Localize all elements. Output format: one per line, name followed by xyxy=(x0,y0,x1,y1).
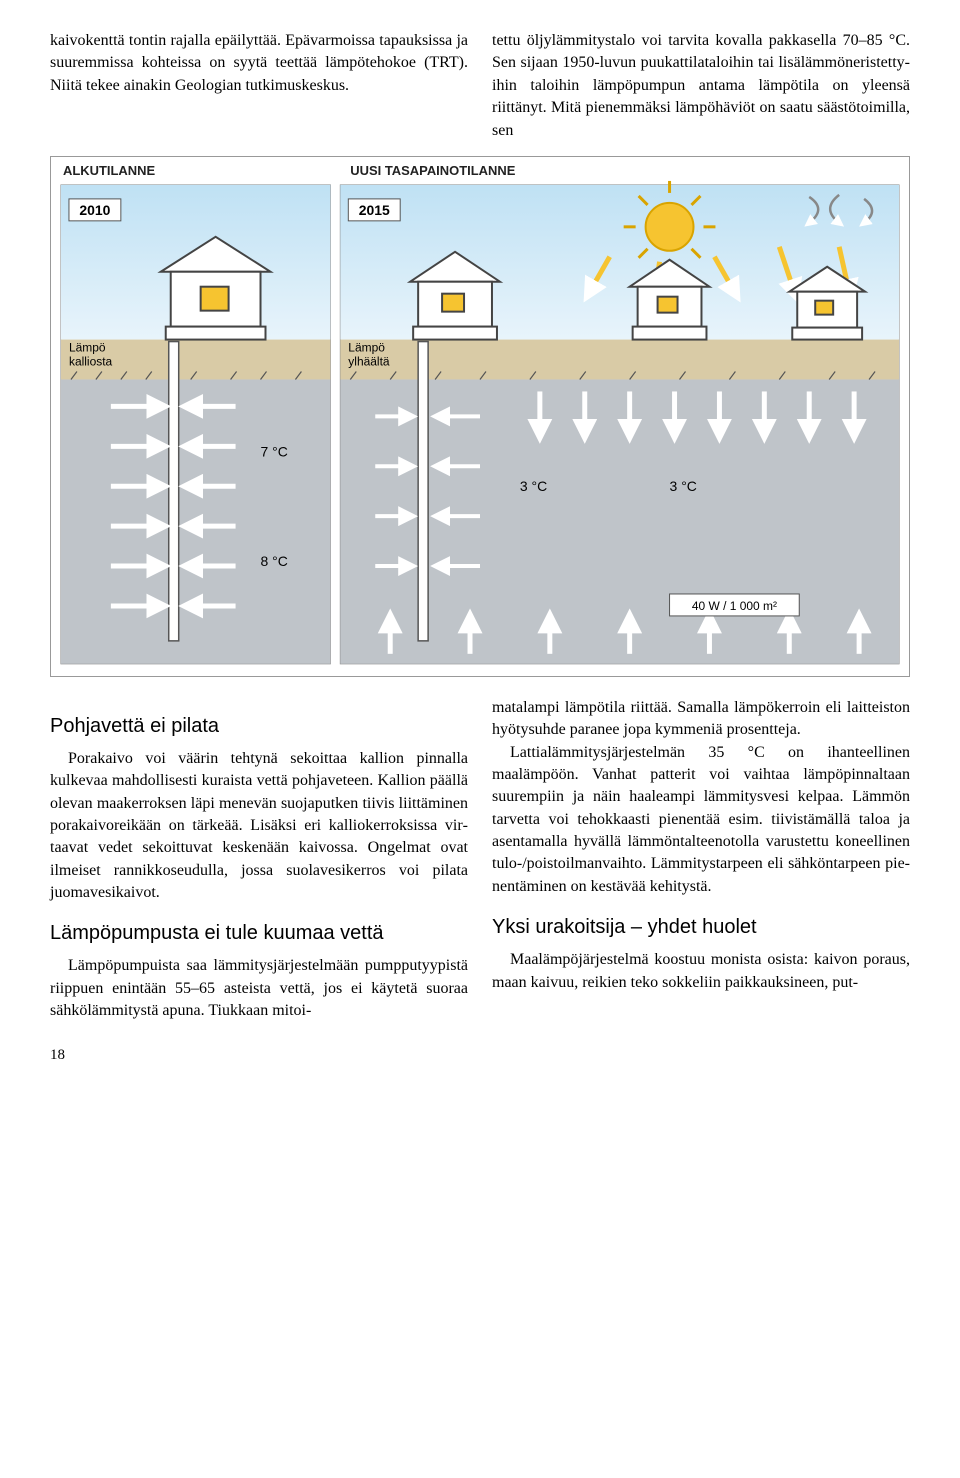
label-lampo-kalliosta-2: kalliosta xyxy=(69,354,113,368)
borehole-2010 xyxy=(169,342,179,641)
label-3c-a: 3 °C xyxy=(520,478,547,494)
subhead-urakoitsija: Yksi urakoitsija – yhdet huolet xyxy=(492,916,910,939)
label-2015: 2015 xyxy=(359,202,390,218)
label-alkutilanne: ALKUTILANNE xyxy=(63,163,155,178)
para-urakoitsija: Maalämpöjärjestelmä koostuu monista osis… xyxy=(492,949,910,994)
subhead-pohjavetta: Pohjavettä ei pilata xyxy=(50,715,468,738)
para-pohjavetta: Porakaivo voi väärin tehtynä sekoit­taa … xyxy=(50,748,468,905)
top-right-paragraph: tettu öljylämmitystalo voi tarvita koval… xyxy=(492,30,910,142)
bottom-right-column: matalampi lämpötila riittää. Samalla läm… xyxy=(492,697,910,1023)
para-lampopumpusta: Lämpöpumpuista saa lämmitysjärjestel­mää… xyxy=(50,955,468,1022)
label-7c: 7 °C xyxy=(261,443,288,459)
label-3c-b: 3 °C xyxy=(670,478,697,494)
bottom-columns: Pohjavettä ei pilata Porakaivo voi vääri… xyxy=(50,697,910,1023)
top-left-column: kaivokenttä tontin rajalla epäilyttää. E… xyxy=(50,30,468,142)
label-8c: 8 °C xyxy=(261,553,288,569)
top-right-column: tettu öljylämmitystalo voi tarvita koval… xyxy=(492,30,910,142)
label-lampo-ylhaalta-1: Lämpö xyxy=(348,340,385,354)
para-lattialammitys: Lattialämmitysjärjestelmän 35 °C on ihan… xyxy=(492,742,910,899)
bottom-left-column: Pohjavettä ei pilata Porakaivo voi vääri… xyxy=(50,697,468,1023)
label-uusi: UUSI TASAPAINOTILANNE xyxy=(350,163,515,178)
left-panel: 2010 7 °C 8 °C Lämpö xyxy=(61,185,330,664)
diagram-svg: ALKUTILANNE UUSI TASAPAINOTILANNE 2010 xyxy=(51,157,909,676)
top-left-paragraph: kaivokenttä tontin rajalla epäilyttää. E… xyxy=(50,30,468,97)
label-2010: 2010 xyxy=(79,202,110,218)
borehole-2015 xyxy=(418,342,428,641)
right-panel: 2015 xyxy=(340,181,899,664)
top-columns: kaivokenttä tontin rajalla epäilyttää. E… xyxy=(50,30,910,142)
para-matalampi: matalampi lämpötila riittää. Samalla läm… xyxy=(492,697,910,742)
label-flux: 40 W / 1 000 m² xyxy=(692,599,777,613)
label-lampo-kalliosta-1: Lämpö xyxy=(69,340,106,354)
label-lampo-ylhaalta-2: ylhäältä xyxy=(348,354,390,368)
heat-balance-diagram: ALKUTILANNE UUSI TASAPAINOTILANNE 2010 xyxy=(50,156,910,677)
subhead-lampopumpusta: Lämpöpumpusta ei tule kuumaa vettä xyxy=(50,922,468,945)
page-number: 18 xyxy=(50,1047,910,1064)
